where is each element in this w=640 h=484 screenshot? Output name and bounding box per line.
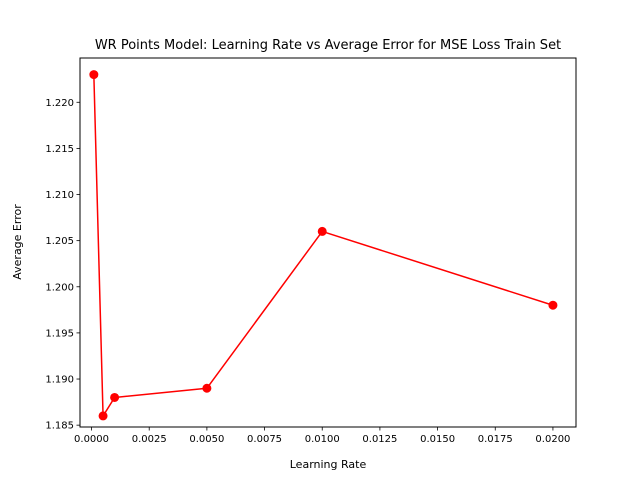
y-tick-label: 1.200	[45, 282, 74, 293]
x-tick-label: 0.0100	[305, 434, 340, 445]
y-tick-label: 1.215	[45, 144, 74, 155]
y-tick-label: 1.185	[45, 421, 74, 432]
x-tick-label: 0.0050	[189, 434, 224, 445]
y-tick-label: 1.220	[45, 98, 74, 109]
y-axis-label: Average Error	[11, 204, 24, 280]
x-tick-label: 0.0200	[535, 434, 570, 445]
series-line	[93, 74, 554, 417]
x-axis-label: Learning Rate	[290, 458, 367, 471]
chart-title: WR Points Model: Learning Rate vs Averag…	[95, 38, 561, 53]
data-point	[548, 300, 558, 310]
y-tick-label: 1.190	[45, 375, 74, 386]
x-tick-label: 0.0025	[132, 434, 167, 445]
plot-area	[80, 58, 576, 427]
data-point	[202, 383, 212, 393]
x-tick-label: 0.0175	[478, 434, 513, 445]
plot-frame	[79, 57, 577, 428]
y-axis: 1.185 1.190 1.195 1.200 1.205 1.210 1.215 1.220	[45, 98, 80, 432]
x-tick-label: 0.0000	[74, 434, 109, 445]
series-layer	[89, 70, 558, 421]
y-tick-label: 1.210	[45, 190, 74, 201]
x-tick-label: 0.0150	[420, 434, 455, 445]
data-point	[317, 226, 327, 236]
x-axis: 0.0000 0.0025 0.0050 0.0075 0.0100 0.0125 0.01…	[74, 427, 570, 445]
x-tick-label: 0.0125	[362, 434, 397, 445]
y-tick-label: 1.205	[45, 236, 74, 247]
y-tick-label: 1.195	[45, 328, 74, 339]
data-point	[110, 392, 120, 402]
data-point	[98, 411, 108, 421]
x-tick-label: 0.0075	[247, 434, 282, 445]
data-point	[89, 70, 99, 80]
